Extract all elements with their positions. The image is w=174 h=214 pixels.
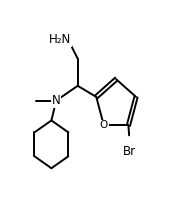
Text: H₂N: H₂N [49, 33, 71, 46]
Text: N: N [52, 94, 61, 107]
Text: O: O [100, 120, 108, 131]
Text: Br: Br [122, 145, 136, 158]
